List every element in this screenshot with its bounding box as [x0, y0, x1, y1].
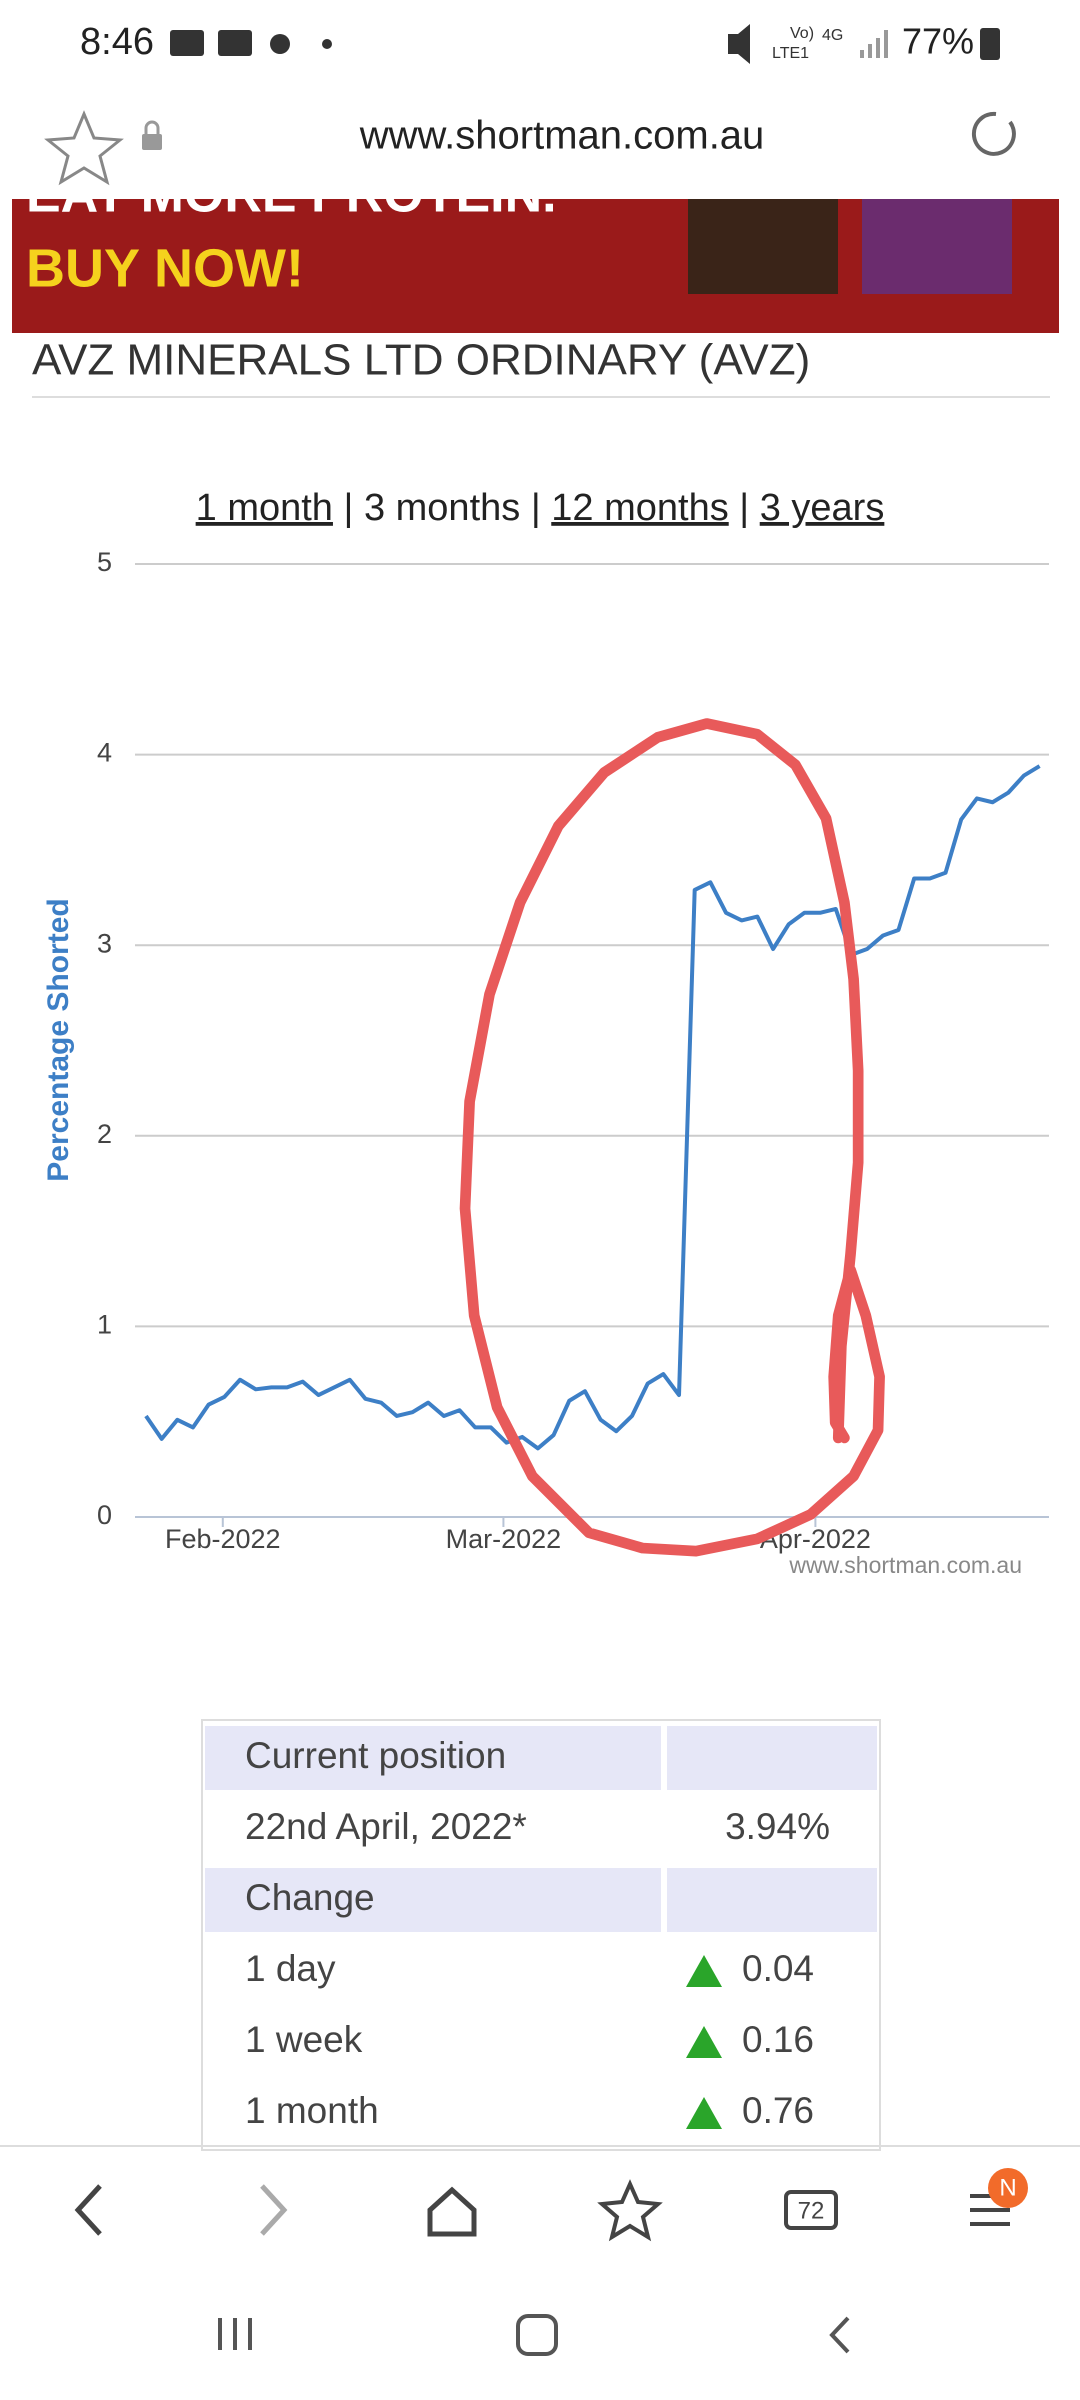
row-label: 22nd April, 2022*	[245, 1806, 527, 1847]
status-4g: 4G	[822, 27, 843, 44]
y-tick-label: 4	[97, 738, 112, 768]
home-button[interactable]	[427, 2186, 477, 2237]
x-tick-label: Mar-2022	[446, 1524, 562, 1554]
row-value: 0.04	[742, 1948, 814, 1989]
period-links: 1 month | 3 months | 12 months | 3 years	[196, 487, 885, 529]
y-tick-label: 1	[97, 1310, 112, 1340]
period-link: 3 months	[364, 487, 520, 529]
system-back[interactable]	[829, 2316, 850, 2354]
header-cell	[205, 1726, 661, 1790]
system-home[interactable]	[516, 2314, 558, 2356]
header-cell	[205, 1868, 661, 1932]
data-line	[144, 764, 1041, 1451]
recents-button[interactable]	[218, 2318, 252, 2350]
banner-line2: BUY NOW!	[26, 238, 304, 298]
table-border	[201, 1719, 881, 2151]
status-lte: LTE1	[772, 45, 809, 62]
reload-button[interactable]	[971, 111, 1016, 156]
up-arrow	[686, 1955, 722, 1987]
row-value: 3.94%	[725, 1806, 830, 1847]
row-value: 0.16	[742, 2019, 814, 2060]
battery-icon	[980, 28, 1000, 60]
row-value: 0.76	[742, 2090, 814, 2131]
status-icons	[170, 24, 750, 64]
row-label: 1 month	[245, 2090, 379, 2131]
row-label: 1 week	[245, 2019, 363, 2060]
forward-button[interactable]	[260, 2184, 288, 2236]
badge-text: N	[999, 2174, 1016, 2201]
position-table: Current position 22nd April, 2022* 3.94% Ch…	[201, 1719, 881, 2151]
banner-ad[interactable]: EAT MORE PROTEIN. BUY NOW!	[12, 166, 1059, 333]
signal-icon	[860, 30, 888, 58]
lock-icon	[142, 120, 162, 150]
hand-drawn-circle	[459, 718, 885, 1557]
y-axis-label: Percentage Shorted	[42, 898, 75, 1181]
period-link[interactable]: 12 months	[551, 487, 728, 529]
y-tick-label: 5	[97, 547, 112, 577]
y-tick-label: 2	[97, 1119, 112, 1149]
period-separator: |	[729, 487, 760, 529]
row-label: Current position	[245, 1735, 506, 1776]
period-separator: |	[333, 487, 364, 529]
bookmark-star[interactable]	[44, 110, 124, 186]
y-tick-label: 0	[97, 1500, 112, 1530]
status-volte: Vo)	[790, 25, 814, 42]
period-link[interactable]: 1 month	[196, 487, 333, 529]
y-tick-label: 3	[97, 928, 112, 958]
up-arrow	[686, 2097, 722, 2129]
up-arrow	[686, 2026, 722, 2058]
url[interactable]: www.shortman.com.au	[359, 114, 765, 158]
tabs-button[interactable]	[784, 2190, 838, 2230]
watermark: www.shortman.com.au	[788, 1552, 1022, 1578]
menu-badge	[988, 2168, 1028, 2208]
back-button[interactable]	[74, 2184, 102, 2236]
header-cell	[667, 1868, 877, 1932]
row-label: Change	[245, 1877, 375, 1918]
status-battery: 77%	[902, 21, 974, 62]
page-title: AVZ MINERALS LTD ORDINARY (AVZ)	[32, 336, 810, 385]
bookmarks-button[interactable]	[597, 2179, 663, 2242]
status-time: 8:46	[80, 21, 154, 63]
tab-count: 72	[798, 2197, 825, 2224]
header-cell	[667, 1726, 877, 1790]
period-link[interactable]: 3 years	[760, 487, 885, 529]
row-label: 1 day	[245, 1948, 336, 1989]
x-tick-label: Feb-2022	[165, 1524, 281, 1554]
period-separator: |	[520, 487, 551, 529]
banner-line1: EAT MORE PROTEIN.	[26, 166, 557, 224]
